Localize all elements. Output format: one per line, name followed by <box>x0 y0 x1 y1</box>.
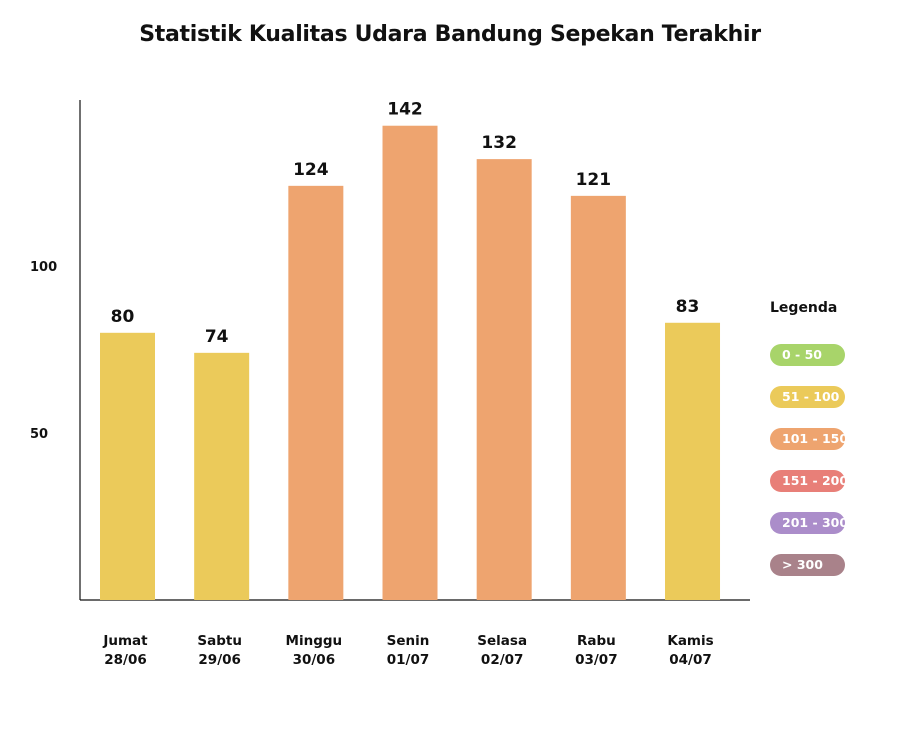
bar-value-label: 124 <box>293 160 329 180</box>
bar <box>288 185 344 600</box>
legend: Legenda 0 - 50 51 - 100 101 - 150 151 - … <box>770 300 880 596</box>
x-tick-date-label: 29/06 <box>198 652 241 668</box>
legend-item-51-100: 51 - 100 <box>770 386 845 408</box>
x-tick-date-label: 03/07 <box>575 652 618 668</box>
x-tick-day-label: Sabtu <box>197 633 242 649</box>
bar <box>194 352 250 600</box>
x-tick-date-label: 30/06 <box>293 652 336 668</box>
x-tick-day-label: Jumat <box>102 633 148 649</box>
bar-value-label: 83 <box>676 297 700 317</box>
x-tick-day-label: Rabu <box>577 633 616 649</box>
y-tick-label: 50 <box>30 427 48 442</box>
x-tick-date-label: 28/06 <box>104 652 147 668</box>
bar <box>382 125 438 600</box>
y-tick-label: 100 <box>30 260 57 275</box>
x-tick-date-label: 01/07 <box>387 652 430 668</box>
bar-value-label: 74 <box>205 327 229 347</box>
legend-item-over-300: > 300 <box>770 554 845 576</box>
legend-item-101-150: 101 - 150 <box>770 428 848 450</box>
x-tick-day-label: Selasa <box>477 633 527 649</box>
bar <box>476 159 532 600</box>
legend-item-151-200: 151 - 200 <box>770 470 848 492</box>
bar <box>570 195 626 601</box>
legend-title: Legenda <box>770 300 838 316</box>
chart-title: Statistik Kualitas Udara Bandung Sepekan… <box>139 22 761 47</box>
x-tick-date-label: 04/07 <box>669 652 712 668</box>
bar <box>100 332 155 600</box>
bar-value-label: 121 <box>576 170 612 190</box>
bar-value-label: 142 <box>387 100 423 120</box>
x-tick-day-label: Minggu <box>286 633 343 649</box>
bar-value-label: 80 <box>111 307 135 327</box>
x-tick-date-label: 02/07 <box>481 652 524 668</box>
x-tick-day-label: Kamis <box>667 633 713 649</box>
x-tick-day-label: Senin <box>387 633 430 649</box>
legend-item-0-50: 0 - 50 <box>770 344 845 366</box>
legend-item-201-300: 201 - 300 <box>770 512 848 534</box>
bar-value-label: 132 <box>481 133 517 153</box>
bar <box>665 322 721 600</box>
